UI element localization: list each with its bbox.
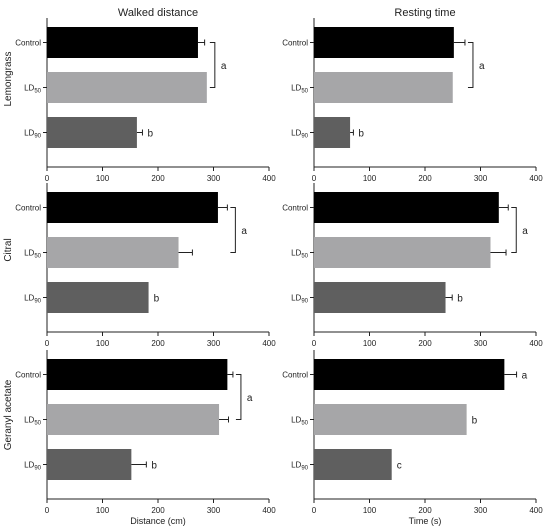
bar-ld50 [47, 404, 220, 435]
category-label-ld50: LD50 [291, 416, 309, 427]
category-label-ld50: LD50 [24, 416, 42, 427]
chart-panels: 0 100 200 300 400 Control LD50 LD90 a b 0 100 200 300… [15, 18, 543, 515]
x-tick-label: 400 [262, 174, 276, 183]
category-label-ld90: LD90 [24, 461, 42, 472]
panel-2-2: 0 100 200 300 400 Control LD50 LD90 a b [282, 183, 543, 348]
x-tick-label: 300 [474, 506, 488, 515]
panel-3-1: 0 100 200 300 400 Control LD50 LD90 a b [15, 350, 276, 515]
category-label-control: Control [282, 371, 308, 380]
x-tick-label: 0 [45, 174, 50, 183]
x-tick-label: 400 [529, 174, 543, 183]
significance-bracket [235, 374, 242, 420]
x-tick-label: 200 [151, 339, 165, 348]
x-tick-label: 100 [363, 506, 377, 515]
significance-letter: b [457, 294, 463, 305]
significance-letter: c [397, 461, 402, 472]
x-tick-label: 200 [418, 174, 432, 183]
category-label-control: Control [15, 371, 41, 380]
significance-letter: a [241, 226, 247, 237]
column-title-resting-time: Resting time [394, 7, 455, 19]
category-label-ld50: LD50 [24, 249, 42, 260]
x-tick-label: 300 [207, 174, 221, 183]
panel-2-1: 0 100 200 300 400 Control LD50 LD90 a b [15, 183, 276, 348]
x-tick-label: 400 [262, 339, 276, 348]
bar-ld90 [314, 282, 446, 313]
significance-bracket [511, 207, 517, 253]
category-label-ld50: LD50 [24, 84, 42, 95]
category-label-control: Control [282, 204, 308, 213]
bar-control [47, 27, 198, 58]
bar-control [314, 359, 505, 390]
significance-letter: b [472, 416, 478, 427]
significance-letter: a [522, 371, 528, 382]
bar-ld50 [47, 72, 207, 103]
x-tick-label: 400 [262, 506, 276, 515]
bar-control [47, 192, 218, 223]
significance-letter: b [151, 461, 157, 472]
significance-letter: a [522, 226, 528, 237]
significance-bracket [209, 42, 216, 88]
bar-control [314, 27, 454, 58]
bar-ld90 [47, 449, 132, 480]
x-tick-label: 200 [418, 339, 432, 348]
x-tick-label: 100 [363, 339, 377, 348]
x-tick-label: 400 [529, 339, 543, 348]
bar-ld90 [314, 449, 392, 480]
significance-letter: b [147, 129, 153, 140]
significance-letter: a [221, 61, 227, 72]
panel-1-2: 0 100 200 300 400 Control LD50 LD90 a b [282, 18, 543, 183]
x-tick-label: 300 [474, 339, 488, 348]
x-tick-label: 0 [312, 174, 317, 183]
x-tick-label: 300 [207, 506, 221, 515]
panel-3-2: 0 100 200 300 400 Control LD50 LD90 a b c [282, 350, 543, 515]
significance-letter: a [247, 393, 253, 404]
x-tick-label: 0 [312, 506, 317, 515]
row-label-citral: Citral [3, 238, 14, 261]
x-tick-label: 100 [363, 174, 377, 183]
panel-1-1: 0 100 200 300 400 Control LD50 LD90 a b [15, 18, 276, 183]
significance-letter: a [479, 61, 485, 72]
bar-ld90 [47, 282, 149, 313]
bar-control [47, 359, 228, 390]
category-label-ld90: LD90 [291, 461, 309, 472]
row-label-lemongrass: Lemongrass [3, 51, 14, 106]
bar-ld50 [314, 404, 467, 435]
row-label-geranyl-acetate: Geranyl acetate [3, 379, 14, 450]
category-label-ld90: LD90 [24, 129, 42, 140]
x-tick-label: 100 [96, 174, 110, 183]
x-axis-label-time: Time (s) [409, 516, 442, 526]
x-tick-label: 100 [96, 506, 110, 515]
significance-bracket [230, 207, 236, 253]
column-title-walked-distance: Walked distance [118, 7, 198, 19]
x-tick-label: 0 [45, 339, 50, 348]
category-label-ld90: LD90 [291, 294, 309, 305]
x-tick-label: 200 [151, 174, 165, 183]
bar-control [314, 192, 499, 223]
category-label-ld50: LD50 [291, 249, 309, 260]
category-label-ld90: LD90 [291, 129, 309, 140]
category-label-control: Control [282, 39, 308, 48]
bar-ld90 [47, 117, 137, 148]
significance-letter: b [154, 294, 160, 305]
category-label-control: Control [15, 39, 41, 48]
x-axis-label-distance: Distance (cm) [130, 516, 186, 526]
category-label-control: Control [15, 204, 41, 213]
x-tick-label: 400 [529, 506, 543, 515]
category-label-ld50: LD50 [291, 84, 309, 95]
significance-bracket [467, 42, 474, 88]
x-tick-label: 300 [474, 174, 488, 183]
x-tick-label: 200 [418, 506, 432, 515]
bar-ld90 [314, 117, 351, 148]
x-tick-label: 200 [151, 506, 165, 515]
bar-ld50 [47, 237, 179, 268]
bar-ld50 [314, 72, 453, 103]
significance-letter: b [358, 129, 364, 140]
category-label-ld90: LD90 [24, 294, 42, 305]
x-tick-label: 0 [45, 506, 50, 515]
x-tick-label: 100 [96, 339, 110, 348]
x-tick-label: 0 [312, 339, 317, 348]
x-tick-label: 300 [207, 339, 221, 348]
bar-ld50 [314, 237, 491, 268]
